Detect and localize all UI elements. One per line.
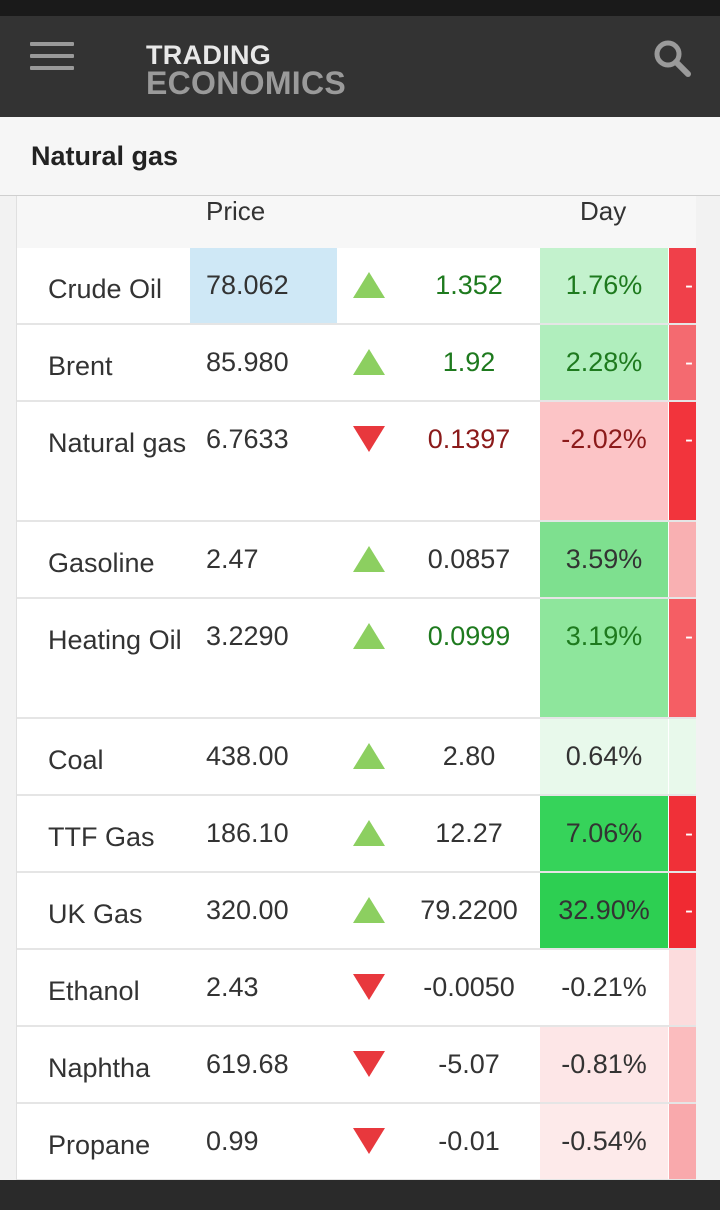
down-arrow-icon: [353, 426, 385, 452]
table-row[interactable]: UK Gas 320.00 79.2200 32.90% -: [17, 873, 696, 950]
table-row[interactable]: Brent 85.980 1.92 2.28% -: [17, 325, 696, 402]
commodity-name[interactable]: Natural gas: [48, 428, 187, 458]
day-percent-change: -0.54%: [540, 1104, 668, 1179]
next-column-cell: [669, 1104, 696, 1179]
change-value: 79.2200: [420, 895, 518, 925]
table-row[interactable]: Gasoline 2.47 0.0857 3.59%: [17, 522, 696, 599]
change-value: 2.80: [442, 741, 496, 771]
table-row[interactable]: Heating Oil 3.2290 0.0999 3.19% -: [17, 599, 696, 719]
up-arrow-icon: [353, 272, 385, 298]
change-value: 0.0999: [427, 621, 511, 651]
day-percent-change: 2.28%: [540, 325, 668, 400]
section-header: Natural gas: [0, 117, 720, 196]
commodity-name[interactable]: Gasoline: [48, 548, 155, 578]
table-row[interactable]: Natural gas 6.7633 0.1397 -2.02% -: [17, 402, 696, 522]
day-percent-change: 3.59%: [540, 522, 668, 597]
price-value: 85.980: [206, 347, 289, 377]
column-header-day: Day: [580, 196, 627, 226]
logo-line-1: TRADING: [146, 40, 272, 70]
commodity-name[interactable]: TTF Gas: [48, 822, 155, 852]
logo-line-2: ECONOMICS: [146, 65, 347, 101]
day-percent-change: -2.02%: [540, 402, 668, 520]
change-value: -5.07: [438, 1049, 500, 1079]
change-value: -0.0050: [423, 972, 515, 1002]
price-value: 438.00: [206, 741, 289, 771]
price-value: 6.7633: [206, 424, 289, 454]
next-column-cell: -: [669, 873, 696, 948]
next-column-cell: [669, 719, 696, 794]
page-title: Natural gas: [31, 141, 179, 171]
next-column-cell: [669, 1027, 696, 1102]
price-value: 0.99: [206, 1126, 259, 1156]
next-column-cell: -: [669, 402, 696, 520]
change-value: 1.92: [442, 347, 496, 377]
down-arrow-icon: [353, 974, 385, 1000]
next-column-cell: -: [669, 796, 696, 871]
status-bar: [0, 0, 720, 16]
day-percent-change: 0.64%: [540, 719, 668, 794]
price-value: 320.00: [206, 895, 289, 925]
up-arrow-icon: [353, 546, 385, 572]
change-value: 12.27: [435, 818, 503, 848]
up-arrow-icon: [353, 623, 385, 649]
navigation-bar: [0, 1180, 720, 1210]
commodity-name[interactable]: Brent: [48, 351, 113, 381]
day-percent-change: 7.06%: [540, 796, 668, 871]
day-percent-change: -0.81%: [540, 1027, 668, 1102]
commodity-name[interactable]: Crude Oil: [48, 274, 163, 304]
table-row[interactable]: Coal 438.00 2.80 0.64%: [17, 719, 696, 796]
price-value: 2.47: [206, 544, 259, 574]
price-value: 2.43: [206, 972, 259, 1002]
commodity-name[interactable]: Coal: [48, 745, 104, 775]
table-row[interactable]: TTF Gas 186.10 12.27 7.06% -: [17, 796, 696, 873]
commodity-name[interactable]: Propane: [48, 1130, 151, 1160]
next-column-cell: [669, 522, 696, 597]
next-column-cell: -: [669, 599, 696, 717]
up-arrow-icon: [353, 820, 385, 846]
commodity-name[interactable]: Ethanol: [48, 976, 140, 1006]
day-percent-change: 1.76%: [540, 248, 668, 323]
price-value: 78.062: [190, 248, 337, 323]
down-arrow-icon: [353, 1051, 385, 1077]
up-arrow-icon: [353, 897, 385, 923]
commodities-table: Price Day Crude Oil 78.062 1.352 1.76% - Bren…: [16, 196, 696, 1180]
next-column-cell: -: [669, 248, 696, 323]
column-header-price: Price: [206, 196, 266, 226]
commodity-name[interactable]: UK Gas: [48, 899, 143, 929]
day-percent-change: -0.21%: [540, 950, 668, 1025]
table-header: Price Day: [17, 196, 696, 249]
day-percent-change: 32.90%: [540, 873, 668, 948]
price-value: 619.68: [206, 1049, 289, 1079]
logo[interactable]: TRADING ECONOMICS: [146, 40, 347, 101]
commodity-name[interactable]: Heating Oil: [48, 625, 182, 655]
next-column-cell: [669, 950, 696, 1025]
next-column-cell: -: [669, 325, 696, 400]
table-row[interactable]: Propane 0.99 -0.01 -0.54%: [17, 1104, 696, 1180]
table-row[interactable]: Ethanol 2.43 -0.0050 -0.21%: [17, 950, 696, 1027]
change-value: -0.01: [438, 1126, 500, 1156]
day-percent-change: 3.19%: [540, 599, 668, 717]
change-value: 0.0857: [427, 544, 511, 574]
top-app-bar: TRADING ECONOMICS: [0, 16, 720, 117]
up-arrow-icon: [353, 349, 385, 375]
price-value: 3.2290: [206, 621, 289, 651]
change-value: 0.1397: [427, 424, 511, 454]
price-value: 186.10: [206, 818, 289, 848]
hamburger-menu-icon[interactable]: [30, 42, 74, 72]
table-row[interactable]: Crude Oil 78.062 1.352 1.76% -: [17, 248, 696, 325]
change-value: 1.352: [435, 270, 503, 300]
down-arrow-icon: [353, 1128, 385, 1154]
table-row[interactable]: Naphtha 619.68 -5.07 -0.81%: [17, 1027, 696, 1104]
commodity-name[interactable]: Naphtha: [48, 1053, 151, 1083]
search-icon[interactable]: [652, 38, 692, 78]
up-arrow-icon: [353, 743, 385, 769]
